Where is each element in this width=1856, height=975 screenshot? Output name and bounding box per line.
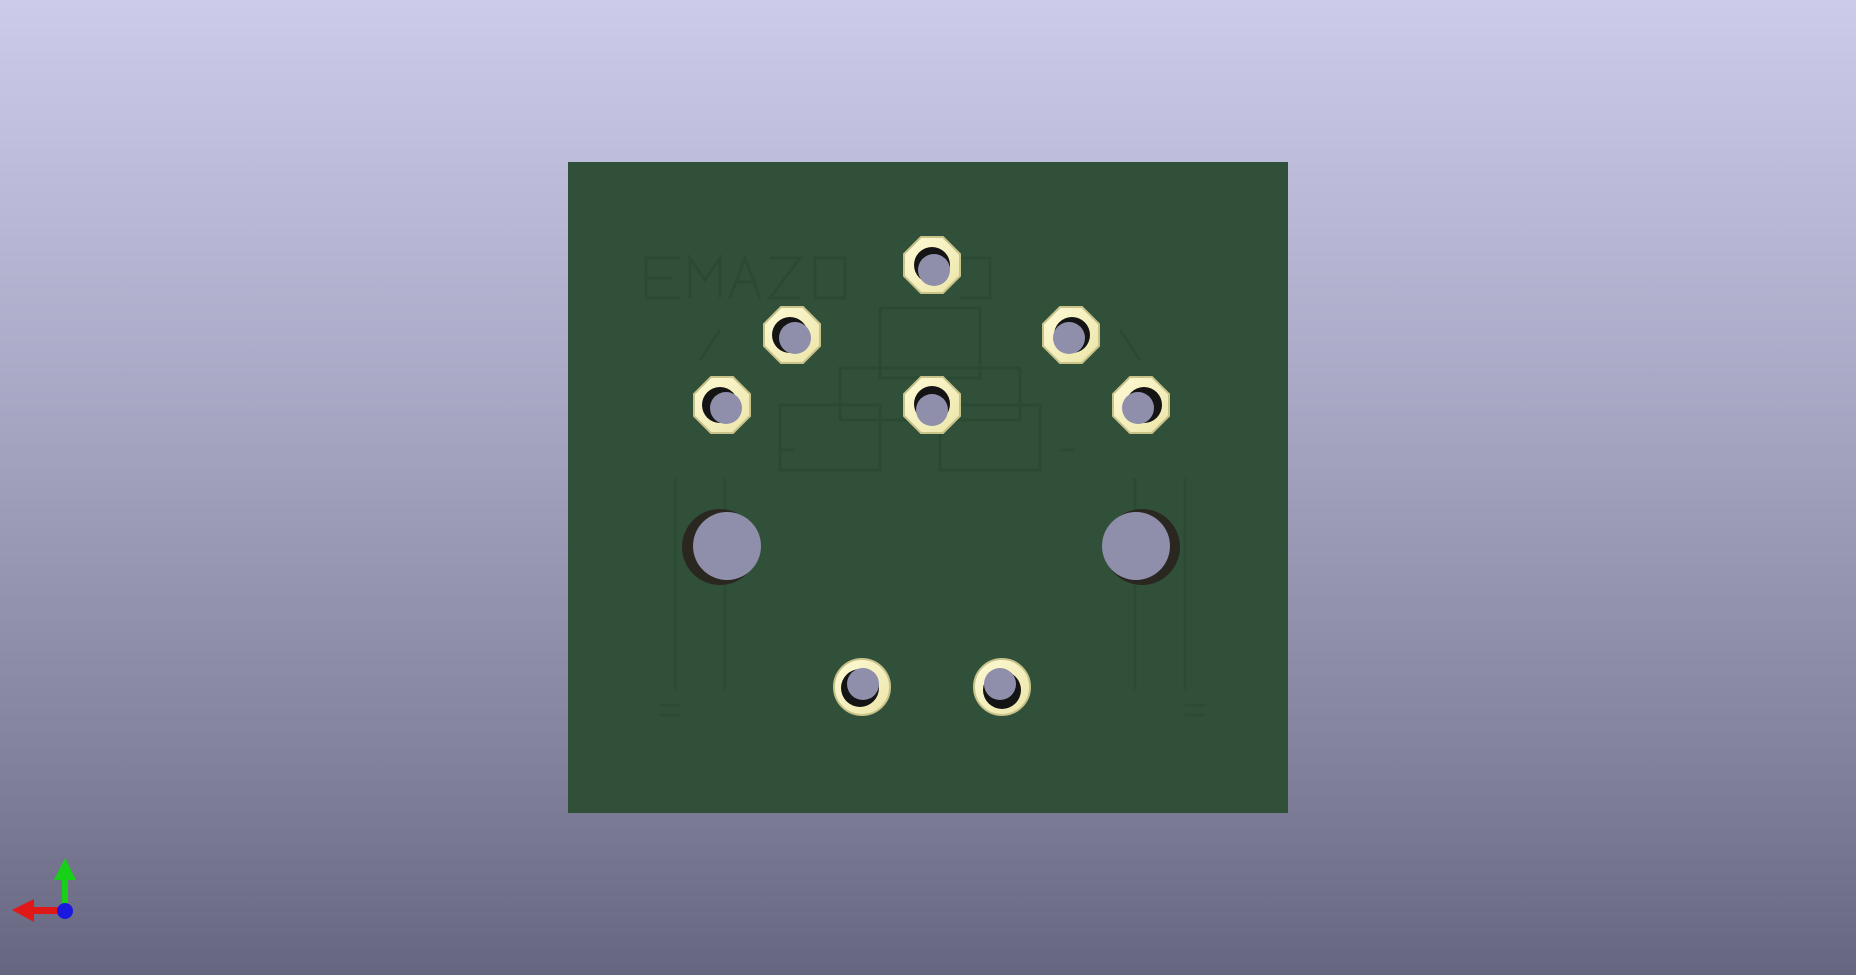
silkscreen-layer: [644, 253, 1205, 717]
pads: [693, 236, 1170, 716]
mounting-holes: [682, 509, 1180, 585]
silkscreen-outline: [778, 403, 882, 472]
silkscreen-outline: [938, 403, 1042, 472]
pad-upper-left[interactable]: [763, 306, 821, 364]
pad-middle-left[interactable]: [693, 376, 751, 434]
mount-right[interactable]: [1102, 509, 1180, 585]
pad-bottom-right[interactable]: [973, 658, 1031, 716]
pad-center[interactable]: [903, 376, 961, 434]
pad-upper-right[interactable]: [1042, 306, 1100, 364]
pad-middle-right[interactable]: [1112, 376, 1170, 434]
pad-bottom-left[interactable]: [833, 658, 891, 716]
mount-left[interactable]: [682, 509, 761, 585]
silkscreen-text-mark: [644, 253, 992, 300]
pad-top-center[interactable]: [903, 236, 961, 294]
axis-triad-icon: [12, 858, 76, 922]
